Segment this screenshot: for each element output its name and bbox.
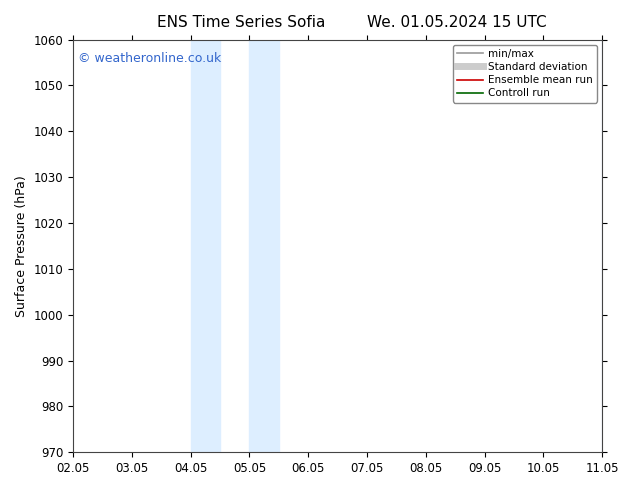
Y-axis label: Surface Pressure (hPa): Surface Pressure (hPa) <box>15 175 28 317</box>
Text: © weatheronline.co.uk: © weatheronline.co.uk <box>79 52 221 65</box>
Text: ENS Time Series Sofia: ENS Time Series Sofia <box>157 15 325 30</box>
Legend: min/max, Standard deviation, Ensemble mean run, Controll run: min/max, Standard deviation, Ensemble me… <box>453 45 597 102</box>
Bar <box>602 40 631 452</box>
Bar <box>249 40 279 452</box>
Text: We. 01.05.2024 15 UTC: We. 01.05.2024 15 UTC <box>366 15 547 30</box>
Bar <box>191 40 220 452</box>
